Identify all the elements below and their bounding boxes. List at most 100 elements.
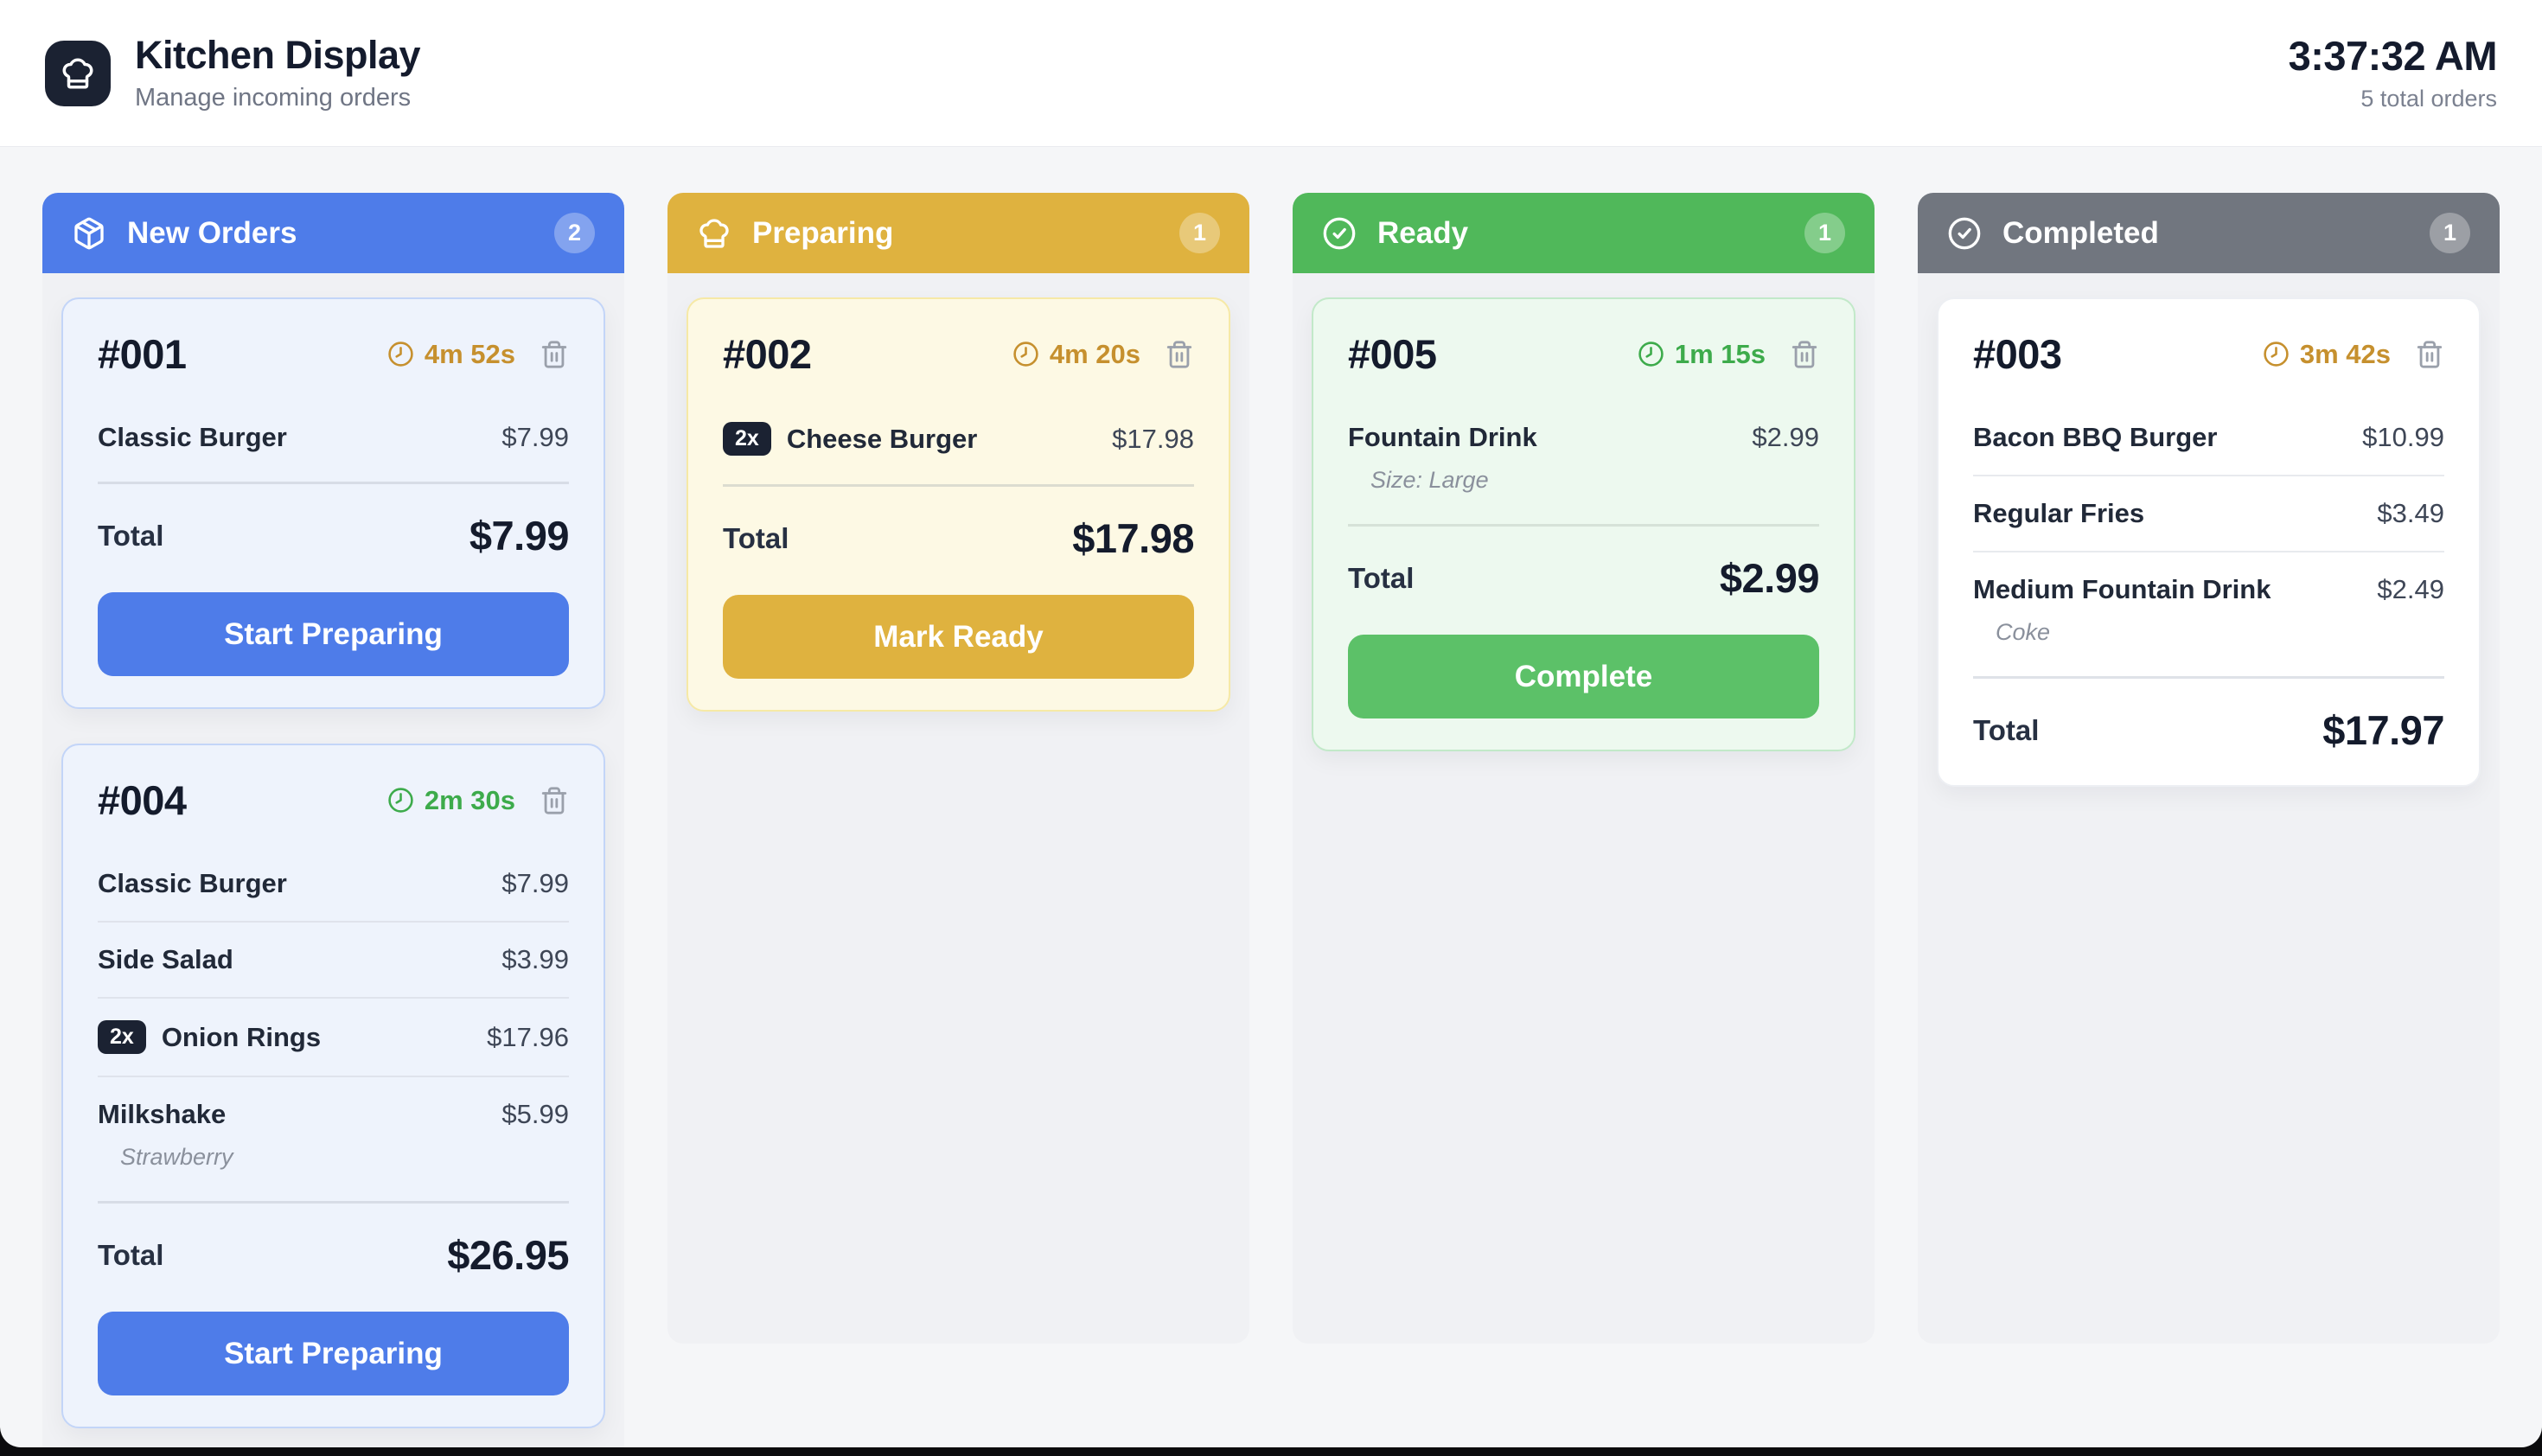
order-card--001: #001 4m 52s Classic Burger $7.99 Total $…	[61, 297, 605, 709]
item-price: $5.99	[501, 1099, 569, 1129]
order-timer: 4m 52s	[387, 339, 515, 370]
item-name: Bacon BBQ Burger	[1973, 422, 2218, 452]
total-label: Total	[98, 1238, 164, 1271]
order-number: #004	[98, 777, 187, 823]
item-name: Side Salad	[98, 944, 233, 974]
column-header: Ready 1	[1293, 193, 1875, 273]
trash-icon	[1790, 340, 1819, 369]
total-label: Total	[98, 519, 164, 552]
app-logo	[45, 40, 111, 106]
item-name: Fountain Drink	[1348, 422, 1537, 452]
item-note: Coke	[1996, 619, 2051, 645]
item-price: $7.99	[501, 868, 569, 898]
total-orders-summary: 5 total orders	[2360, 85, 2497, 112]
clock-icon	[1638, 341, 1664, 367]
column-body: #005 1m 15s Fountain Drink $2.99 Size: L…	[1293, 273, 1875, 1344]
total-amount: $26.95	[447, 1232, 569, 1278]
app-header: Kitchen Display Manage incoming orders 3…	[0, 0, 2542, 147]
clock-icon	[387, 787, 414, 814]
order-timer-value: 4m 52s	[424, 338, 515, 369]
order-number: #001	[98, 331, 187, 377]
column-completed: Completed 1 #003 3m 42s Bacon BBQ Burger…	[1918, 193, 2500, 1344]
quantity-badge: 2x	[98, 1020, 146, 1054]
order-total-section: Total $17.97	[1973, 676, 2444, 754]
clock-icon	[1012, 341, 1039, 367]
order-timer-value: 1m 15s	[1674, 338, 1766, 369]
delete-order-button[interactable]	[2415, 340, 2444, 369]
mark-ready-button[interactable]: Mark Ready	[723, 595, 1194, 679]
clock-icon	[387, 341, 414, 367]
item-price: $3.99	[501, 944, 569, 974]
package-icon	[72, 216, 106, 251]
start-preparing-button[interactable]: Start Preparing	[98, 1312, 569, 1395]
order-total-section: Total $2.99 Complete	[1348, 524, 1820, 718]
column-header: Completed 1	[1918, 193, 2500, 273]
order-count-badge: 1	[1179, 213, 1220, 253]
check-circle-icon	[1947, 216, 1982, 251]
item-note: Strawberry	[120, 1144, 233, 1170]
order-items-list: Classic Burger $7.99	[98, 400, 569, 475]
order-number: #005	[1348, 331, 1437, 377]
order-timer-value: 2m 30s	[424, 784, 515, 815]
order-timer-value: 3m 42s	[2299, 338, 2391, 369]
delete-order-button[interactable]	[1165, 340, 1194, 369]
order-item: Milkshake $5.99 Strawberry	[98, 1076, 569, 1194]
item-price: $10.99	[2362, 422, 2444, 452]
item-price: $2.99	[1752, 422, 1819, 452]
current-time: 3:37:32 AM	[2288, 33, 2498, 80]
item-name: Classic Burger	[98, 422, 287, 452]
order-timer: 3m 42s	[2263, 339, 2391, 370]
item-price: $17.98	[1112, 423, 1194, 454]
item-price: $7.99	[501, 422, 569, 452]
chefhat-icon	[697, 216, 731, 251]
brand-text: Kitchen Display Manage incoming orders	[135, 34, 421, 112]
order-count-badge: 1	[2430, 213, 2470, 253]
order-card--004: #004 2m 30s Classic Burger $7.99 Side Sa…	[61, 744, 605, 1428]
order-item: Bacon BBQ Burger $10.99	[1973, 400, 2444, 475]
order-timer: 4m 20s	[1012, 339, 1140, 370]
order-count-badge: 1	[1804, 213, 1845, 253]
delete-order-button[interactable]	[540, 786, 569, 815]
order-item: Medium Fountain Drink $2.49 Coke	[1973, 551, 2444, 669]
order-card-header: #004 2m 30s	[98, 776, 569, 824]
order-card-header: #001 4m 52s	[98, 330, 569, 378]
trash-icon	[540, 340, 569, 369]
order-item: Side Salad $3.99	[98, 921, 569, 997]
order-total-section: Total $7.99 Start Preparing	[98, 482, 570, 676]
total-amount: $17.97	[2322, 707, 2444, 753]
trash-icon	[2415, 340, 2444, 369]
column-new-orders: New Orders 2 #001 4m 52s Classic Burger …	[42, 193, 624, 1447]
column-preparing: Preparing 1 #002 4m 20s 2x Cheese Burger…	[667, 193, 1249, 1344]
order-card--005: #005 1m 15s Fountain Drink $2.99 Size: L…	[1312, 297, 1855, 751]
order-items-list: Classic Burger $7.99 Side Salad $3.99 2x…	[98, 846, 569, 1194]
chefhat-icon	[60, 55, 96, 92]
complete-button[interactable]: Complete	[1348, 635, 1819, 718]
delete-order-button[interactable]	[540, 340, 569, 369]
order-number: #003	[1973, 331, 2062, 377]
item-name: Onion Rings	[161, 1021, 322, 1052]
header-status: 3:37:32 AM 5 total orders	[2288, 33, 2498, 112]
order-card-header: #003 3m 42s	[1973, 330, 2444, 378]
order-items-list: 2x Cheese Burger $17.98	[723, 400, 1194, 477]
order-card--003: #003 3m 42s Bacon BBQ Burger $10.99 Regu…	[1937, 297, 2481, 787]
delete-order-button[interactable]	[1790, 340, 1819, 369]
order-item: 2x Onion Rings $17.96	[98, 997, 569, 1076]
item-name: Milkshake	[98, 1099, 227, 1129]
column-title: Preparing	[752, 215, 894, 250]
column-ready: Ready 1 #005 1m 15s Fountain Drink $2.99…	[1293, 193, 1875, 1344]
check-circle-icon	[1322, 216, 1357, 251]
item-price: $3.49	[2377, 498, 2444, 528]
order-item: Regular Fries $3.49	[1973, 475, 2444, 551]
order-item: Classic Burger $7.99	[98, 400, 569, 475]
item-price: $17.96	[487, 1021, 569, 1052]
order-number: #002	[723, 331, 812, 377]
item-name: Regular Fries	[1973, 498, 2145, 528]
order-total-section: Total $26.95 Start Preparing	[98, 1201, 569, 1395]
start-preparing-button[interactable]: Start Preparing	[98, 592, 569, 676]
column-header: New Orders 2	[42, 193, 624, 273]
order-total-section: Total $17.98 Mark Ready	[723, 484, 1194, 679]
order-card--002: #002 4m 20s 2x Cheese Burger $17.98 Tota…	[687, 297, 1230, 712]
order-items-list: Fountain Drink $2.99 Size: Large	[1348, 400, 1819, 517]
column-title: Completed	[2002, 215, 2159, 250]
